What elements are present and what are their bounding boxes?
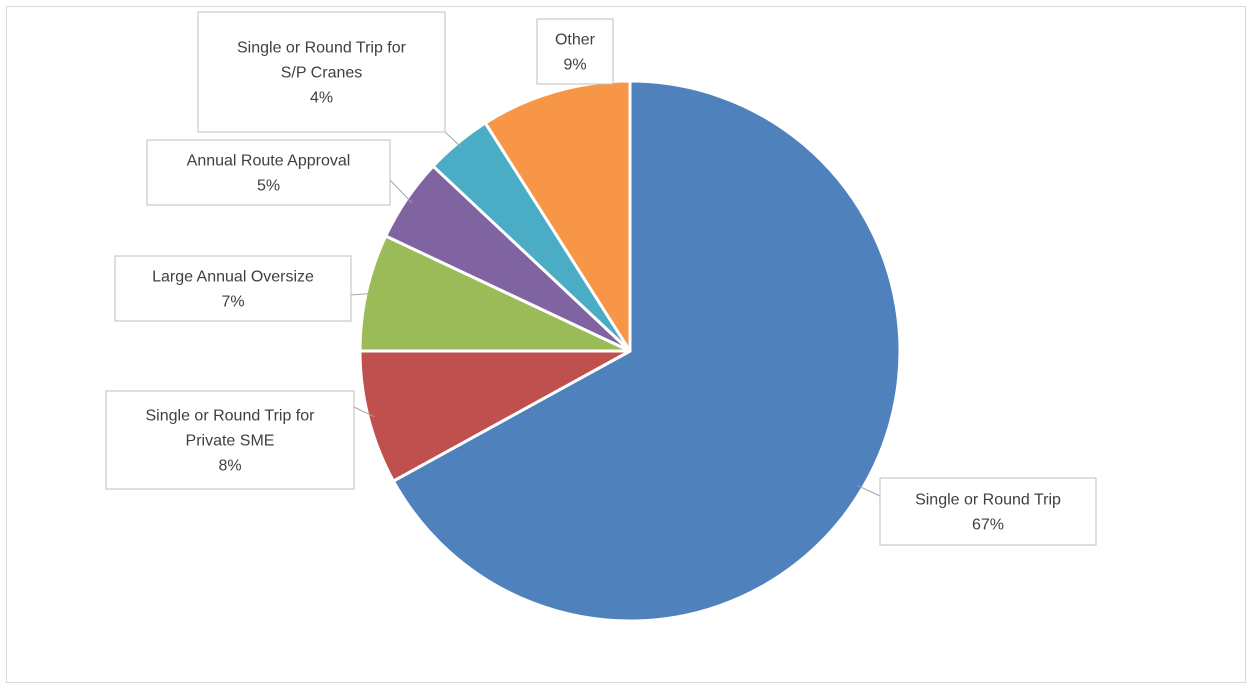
data-label-percent: 67% <box>972 517 1004 534</box>
pie-slices <box>358 79 902 623</box>
data-label-large-annual-oversize: Large Annual Oversize 7% <box>114 255 352 322</box>
pie-slice-other <box>483 79 632 353</box>
data-label-single-or-round-trip-for-private-sme: Single or Round Trip for Private SME 8% <box>105 390 355 490</box>
data-label-annual-route-approval: Annual Route Approval 5% <box>146 139 391 206</box>
pie-slice-single-or-round-trip-for-private-sme <box>358 349 632 483</box>
callout-box <box>105 390 355 490</box>
data-label-other: Other 9% <box>536 18 614 85</box>
data-label-percent: 8% <box>218 458 241 475</box>
pie-slice-single-or-round-trip <box>391 79 902 623</box>
callout-box <box>197 11 446 133</box>
leader-line <box>856 484 881 497</box>
data-label-category: Single or Round Trip <box>915 492 1061 509</box>
leader-line <box>389 179 413 203</box>
data-label-category: Large Annual Oversize <box>152 269 314 286</box>
data-label-category: Single or Round Trip for <box>146 408 316 425</box>
data-label-category: Other <box>555 32 596 49</box>
data-label-percent: 9% <box>563 57 586 74</box>
data-label-category: S/P Cranes <box>281 65 363 82</box>
data-label-percent: 7% <box>221 294 244 311</box>
callout-box <box>879 477 1097 546</box>
data-label-single-or-round-trip: Single or Round Trip 67% <box>879 477 1097 546</box>
callout-box <box>114 255 352 322</box>
data-label-percent: 5% <box>257 178 280 195</box>
callout-box <box>536 18 614 85</box>
leader-line <box>444 131 463 148</box>
data-label-category: Single or Round Trip for <box>237 40 407 57</box>
leader-line <box>353 406 375 418</box>
data-label-category: Annual Route Approval <box>187 153 351 170</box>
callout-box <box>146 139 391 206</box>
data-label-percent: 4% <box>310 90 333 107</box>
data-label-category: Private SME <box>186 433 275 450</box>
pie-slice-large-annual-oversize <box>358 234 632 353</box>
data-label-single-or-round-trip-for-s-p-cranes: Single or Round Trip for S/P Cranes 4% <box>197 11 446 133</box>
leader-line <box>350 292 373 296</box>
